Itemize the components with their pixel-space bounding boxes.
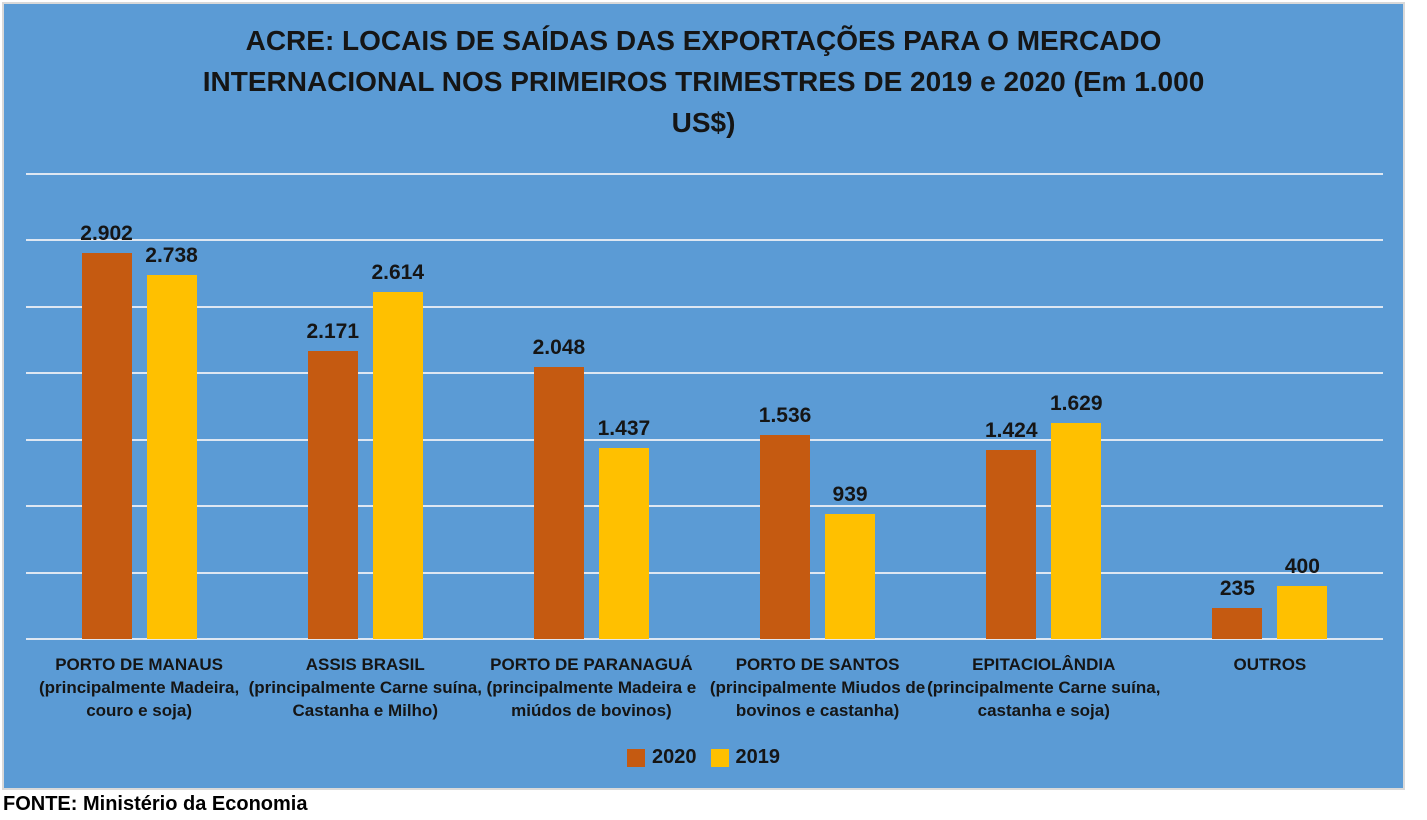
gridline xyxy=(26,505,1383,508)
legend-item-2020: 2020 xyxy=(627,746,697,769)
legend-label-2019: 2019 xyxy=(735,746,781,768)
category-label-1: PORTO DE MANAUS (principalmente Madeira, … xyxy=(19,653,259,722)
bar-2019-1 xyxy=(146,275,197,639)
bar-value-label-2019-2: 2.614 xyxy=(371,260,425,284)
category-detail: (principalmente Carne suína, Castanha e … xyxy=(248,678,482,720)
category-name: PORTO DE MANAUS xyxy=(55,655,223,674)
legend-swatch-2019 xyxy=(710,748,729,767)
bar-2020-2 xyxy=(307,350,358,639)
category-detail: (principalmente Madeira, couro e soja) xyxy=(38,678,240,720)
gridline xyxy=(26,438,1383,441)
gridline xyxy=(26,571,1383,574)
bar-value-label-2020-3: 2.048 xyxy=(532,335,586,359)
category-label-4: PORTO DE SANTOS (principalmente Miudos de… xyxy=(698,653,938,722)
legend-item-2019: 2019 xyxy=(710,746,781,769)
gridline xyxy=(26,173,1383,175)
bar-value-label-2019-1: 2.738 xyxy=(145,244,198,268)
category-name: EPITACIOLÂNDIA xyxy=(972,655,1116,674)
category-detail: (principalmente Carne suína, castanha e … xyxy=(927,678,1161,720)
bar-2020-4 xyxy=(760,434,811,639)
gridline xyxy=(26,239,1383,242)
bar-2020-6 xyxy=(1212,607,1263,639)
bar-2019-2 xyxy=(372,291,423,639)
category-label-2: ASSIS BRASIL (principalmente Carne suína,… xyxy=(245,653,485,722)
x-axis-line xyxy=(26,638,1383,640)
bar-2019-3 xyxy=(598,448,649,639)
category-axis: PORTO DE MANAUS (principalmente Madeira, … xyxy=(26,653,1383,743)
bar-2019-5 xyxy=(1051,422,1102,639)
category-label-6: OUTROS xyxy=(1150,653,1390,676)
category-name: OUTROS xyxy=(1233,655,1307,674)
bar-value-label-2019-3: 1.437 xyxy=(597,417,651,441)
category-name: PORTO DE SANTOS xyxy=(735,655,900,674)
legend: 2020 2019 xyxy=(4,746,1403,769)
gridline xyxy=(26,372,1383,375)
bar-2020-1 xyxy=(81,253,132,639)
bar-2020-3 xyxy=(533,366,584,639)
bar-value-label-2020-6: 235 xyxy=(1219,576,1255,600)
bar-value-label-2019-5: 1.629 xyxy=(1049,391,1103,415)
category-label-3: PORTO DE PARANAGUÁ (principalmente Madeir… xyxy=(471,653,711,722)
gridline xyxy=(26,305,1383,308)
bar-value-label-2020-2: 2.171 xyxy=(306,319,360,343)
category-name: ASSIS BRASIL xyxy=(305,655,425,674)
bar-2019-4 xyxy=(825,514,876,639)
bar-2019-6 xyxy=(1277,585,1328,639)
category-detail: (principalmente Madeira e miúdos de bovi… xyxy=(486,678,697,720)
plot-area: 2.902 2.738 2.171 2.614 2.048 1.437 1.536 939 1.… xyxy=(26,173,1383,640)
category-label-5: EPITACIOLÂNDIA (principalmente Carne suín… xyxy=(924,653,1164,722)
bar-2020-5 xyxy=(986,449,1037,639)
bar-value-label-2020-4: 1.536 xyxy=(758,403,812,427)
category-detail: (principalmente Miudos de bovinos e cast… xyxy=(709,678,926,720)
source-note: FONTE: Ministério da Economia xyxy=(3,793,308,815)
chart-title: ACRE: LOCAIS DE SAÍDAS DAS EXPORTAÇÕES P… xyxy=(202,25,1205,138)
bar-value-label-2020-5: 1.424 xyxy=(984,418,1038,442)
legend-swatch-2020 xyxy=(627,748,645,767)
legend-label-2020: 2020 xyxy=(652,746,697,768)
bar-value-label-2019-4: 939 xyxy=(832,483,868,507)
chart: ACRE: LOCAIS DE SAÍDAS DAS EXPORTAÇÕES P… xyxy=(2,2,1405,790)
bar-value-label-2019-6: 400 xyxy=(1284,554,1320,578)
bar-value-label-2020-1: 2.902 xyxy=(80,222,133,246)
category-name: PORTO DE PARANAGUÁ xyxy=(490,655,693,674)
